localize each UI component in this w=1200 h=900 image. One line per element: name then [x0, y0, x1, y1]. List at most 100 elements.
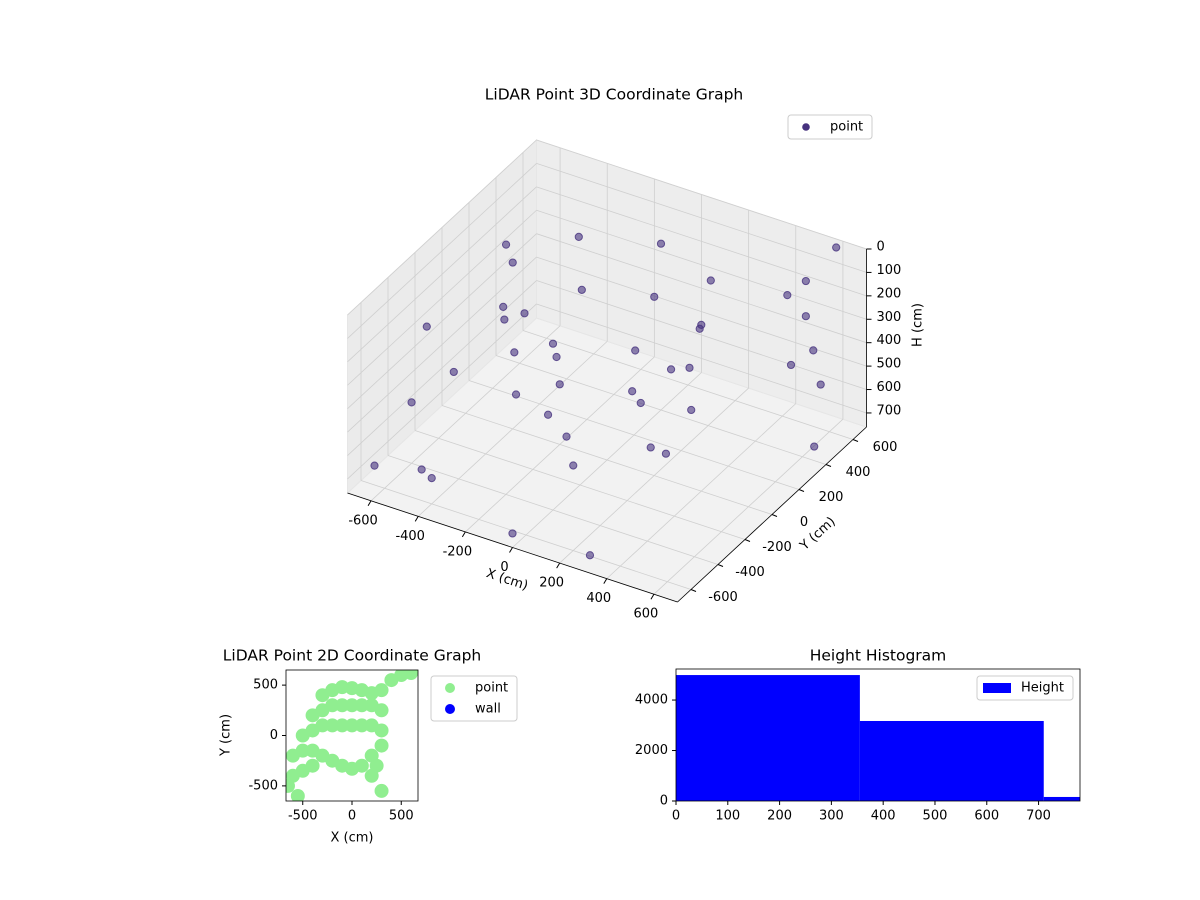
point	[810, 442, 819, 451]
point	[569, 461, 578, 470]
x-tick	[414, 516, 419, 522]
point	[574, 232, 583, 242]
z-tick-label: 100	[877, 263, 902, 278]
y-tick	[717, 564, 724, 567]
chart-title: Height Histogram	[810, 647, 947, 665]
x-tick-label: 500	[389, 809, 414, 824]
point	[585, 551, 595, 560]
point	[354, 698, 369, 713]
y-axis-label: Y (cm)	[219, 714, 234, 757]
y-tick-label: -200	[762, 540, 792, 555]
point	[577, 285, 586, 294]
grid-line	[495, 355, 827, 465]
point	[548, 339, 558, 348]
point	[422, 322, 431, 331]
plot-area	[676, 675, 1080, 801]
x-axis-label: X (cm)	[331, 831, 374, 846]
x-tick	[509, 547, 513, 553]
grid-line	[536, 280, 867, 390]
point	[417, 465, 426, 474]
y-tick-label: 0	[800, 515, 808, 530]
point	[325, 718, 340, 733]
point	[354, 718, 369, 733]
point	[511, 390, 521, 399]
point	[354, 758, 369, 773]
point	[695, 324, 704, 333]
point	[501, 240, 511, 249]
legend-label: Height	[1021, 681, 1064, 696]
bar	[676, 675, 860, 801]
point	[786, 360, 796, 370]
x-tick-label: 200	[767, 809, 792, 824]
x-tick-label: -500	[288, 809, 318, 824]
y-tick	[771, 514, 778, 517]
point	[552, 352, 561, 362]
grid-line	[347, 256, 537, 433]
x-axis-line	[347, 492, 678, 603]
x-tick	[650, 593, 655, 600]
point	[510, 348, 519, 357]
x-tick	[461, 531, 466, 538]
point	[666, 365, 676, 374]
point	[656, 239, 666, 248]
legend-marker	[445, 704, 455, 714]
point	[687, 405, 696, 415]
point	[832, 243, 841, 252]
legend-label: point	[475, 681, 508, 696]
point	[508, 529, 517, 538]
point	[374, 723, 389, 738]
point	[295, 743, 310, 758]
x-tick	[556, 562, 561, 569]
x-tick-label: 500	[923, 809, 948, 824]
x-tick-label: 400	[871, 809, 896, 824]
grid-line	[347, 139, 537, 316]
grid-line	[347, 163, 537, 339]
series-points	[370, 232, 841, 560]
plot-frame	[675, 668, 1081, 802]
grid-line	[536, 163, 867, 273]
point	[631, 346, 640, 355]
point	[374, 738, 389, 753]
y-tick-label: 4000	[635, 693, 668, 708]
point	[499, 302, 508, 312]
x-tick	[603, 578, 608, 584]
point	[706, 276, 715, 285]
point	[636, 398, 645, 408]
point	[816, 380, 825, 389]
bar	[1043, 796, 1080, 801]
x-tick-label: 0	[500, 560, 508, 575]
grid-line	[387, 455, 719, 565]
point	[650, 292, 659, 301]
grid-line	[536, 303, 867, 414]
point	[427, 473, 436, 483]
grid-line	[468, 380, 800, 490]
x-tick-label: 600	[634, 607, 659, 622]
bar	[859, 720, 1044, 801]
y-tick-label: 200	[819, 490, 844, 505]
legend-box	[976, 675, 1074, 701]
grid-line	[347, 209, 537, 386]
x-tick-label: 100	[715, 809, 740, 824]
x-tick-label: -400	[395, 529, 425, 544]
legend-marker	[983, 683, 1011, 693]
y-tick-label: 0	[660, 794, 668, 809]
y-tick	[825, 464, 832, 467]
point	[783, 291, 792, 300]
point	[520, 309, 529, 318]
point	[374, 783, 389, 798]
point	[374, 683, 389, 698]
grid-line	[347, 233, 537, 409]
x-tick-label: 400	[586, 591, 611, 606]
y-tick-label: -600	[708, 590, 738, 605]
z-axis-label: H (cm)	[911, 303, 926, 347]
grid-line	[536, 209, 867, 320]
point	[374, 703, 389, 718]
z-tick-label: 500	[877, 357, 902, 372]
legend-box	[787, 114, 873, 140]
x-tick-label: 200	[539, 576, 564, 591]
x-tick-label: 700	[1026, 809, 1051, 824]
z-tick-label: 400	[877, 333, 902, 348]
y-tick-label: 600	[873, 440, 898, 455]
